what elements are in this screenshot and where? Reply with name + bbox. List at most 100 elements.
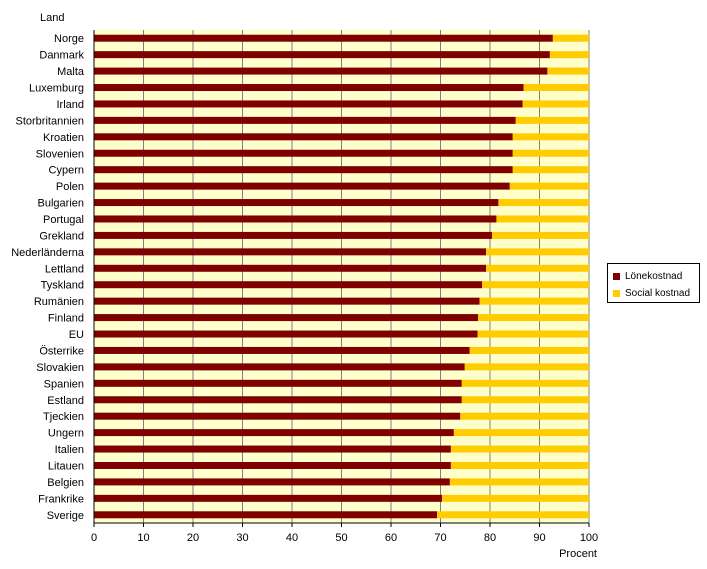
bar-social-kostnad — [450, 461, 589, 469]
x-tick-label: 50 — [335, 532, 347, 544]
category-label: Storbritannien — [16, 115, 85, 127]
category-label: Polen — [56, 181, 84, 193]
legend: Lönekostnad Social kostnad — [607, 263, 700, 303]
category-label: Ungern — [48, 428, 84, 440]
bar-lonekostnad — [94, 116, 516, 124]
legend-item-lonekostnad: Lönekostnad — [613, 269, 682, 283]
bar-lonekostnad — [94, 248, 487, 256]
category-label: Rumänien — [34, 296, 84, 308]
bar-social-kostnad — [552, 34, 589, 42]
bar-social-kostnad — [515, 116, 589, 124]
bar-lonekostnad — [94, 199, 499, 207]
bar-social-kostnad — [450, 445, 589, 453]
bar-lonekostnad — [94, 314, 479, 322]
bar-lonekostnad — [94, 429, 454, 437]
category-label: Kroatien — [43, 132, 84, 144]
bar-social-kostnad — [512, 166, 589, 174]
bar-lonekostnad — [94, 297, 480, 305]
bar-social-kostnad — [464, 363, 589, 371]
x-axis-title: Procent — [559, 548, 597, 560]
bar-lonekostnad — [94, 379, 462, 387]
category-label: EU — [69, 329, 84, 341]
x-axis-ticks: 0 10 20 30 40 50 60 70 80 90 100 — [91, 523, 598, 544]
bar-lonekostnad — [94, 363, 465, 371]
x-tick-label: 20 — [187, 532, 199, 544]
category-label: Irland — [56, 99, 84, 111]
bar-social-kostnad — [486, 264, 589, 272]
bar-social-kostnad — [437, 511, 589, 519]
bar-social-kostnad — [498, 199, 589, 207]
legend-swatch-lonekostnad — [613, 272, 620, 280]
bar-lonekostnad — [94, 478, 450, 486]
bar-lonekostnad — [94, 231, 492, 239]
category-label: Belgien — [47, 477, 84, 489]
bar-social-kostnad — [449, 478, 589, 486]
bar-lonekostnad — [94, 281, 483, 289]
bar-social-kostnad — [509, 182, 589, 190]
category-labels: Norge Danmark Malta Luxemburg Irland Storbrit… — [11, 33, 85, 522]
category-label: Frankrike — [38, 493, 84, 505]
legend-item-social-kostnad: Social kostnad — [613, 286, 690, 300]
bar-social-kostnad — [512, 133, 589, 141]
x-tick-label: 10 — [137, 532, 149, 544]
bar-lonekostnad — [94, 51, 550, 59]
bar-social-kostnad — [453, 429, 589, 437]
bar-lonekostnad — [94, 84, 524, 92]
category-label: Luxemburg — [29, 83, 84, 95]
bar-lonekostnad — [94, 396, 462, 404]
bar-social-kostnad — [486, 248, 589, 256]
bar-lonekostnad — [94, 215, 497, 223]
bar-lonekostnad — [94, 346, 470, 354]
bar-lonekostnad — [94, 330, 478, 338]
category-label: Estland — [47, 395, 84, 407]
bar-social-kostnad — [461, 379, 589, 387]
bar-lonekostnad — [94, 264, 487, 272]
x-tick-label: 40 — [286, 532, 298, 544]
x-tick-label: 30 — [236, 532, 248, 544]
category-label: Litauen — [48, 460, 84, 472]
category-label: Bulgarien — [38, 198, 84, 210]
bar-lonekostnad — [94, 67, 548, 75]
x-tick-label: 100 — [580, 532, 598, 544]
bar-social-kostnad — [478, 314, 589, 322]
legend-swatch-social-kostnad — [613, 289, 620, 297]
bar-lonekostnad — [94, 461, 451, 469]
category-label: Slovenien — [36, 148, 84, 160]
bar-social-kostnad — [477, 330, 589, 338]
bar-social-kostnad — [479, 297, 589, 305]
bar-lonekostnad — [94, 149, 513, 157]
bar-social-kostnad — [482, 281, 589, 289]
bar-social-kostnad — [461, 396, 589, 404]
bar-social-kostnad — [491, 231, 589, 239]
category-label: Sverige — [47, 510, 84, 522]
bar-social-kostnad — [469, 346, 589, 354]
legend-label-lonekostnad: Lönekostnad — [625, 270, 683, 282]
bar-social-kostnad — [460, 412, 589, 420]
bar-social-kostnad — [441, 494, 589, 502]
category-label: Österrike — [39, 345, 84, 357]
bar-lonekostnad — [94, 34, 553, 42]
y-axis-title: Land — [40, 12, 64, 24]
category-label: Finland — [48, 313, 84, 325]
bar-lonekostnad — [94, 511, 438, 519]
bar-lonekostnad — [94, 494, 442, 502]
bar-lonekostnad — [94, 412, 461, 420]
gridlines — [143, 30, 590, 523]
category-label: Portugal — [43, 214, 84, 226]
bar-social-kostnad — [512, 149, 589, 157]
bar-lonekostnad — [94, 445, 451, 453]
x-tick-label: 90 — [533, 532, 545, 544]
bar-social-kostnad — [547, 67, 589, 75]
bar-social-kostnad — [496, 215, 589, 223]
category-label: Nederländerna — [11, 247, 85, 259]
bar-social-kostnad — [522, 100, 589, 108]
bar-social-kostnad — [549, 51, 589, 59]
category-label: Italien — [55, 444, 84, 456]
category-label: Spanien — [44, 378, 84, 390]
x-tick-label: 0 — [91, 532, 97, 544]
bars — [94, 34, 589, 519]
bar-lonekostnad — [94, 182, 510, 190]
bar-lonekostnad — [94, 166, 513, 174]
category-label: Danmark — [39, 50, 84, 62]
